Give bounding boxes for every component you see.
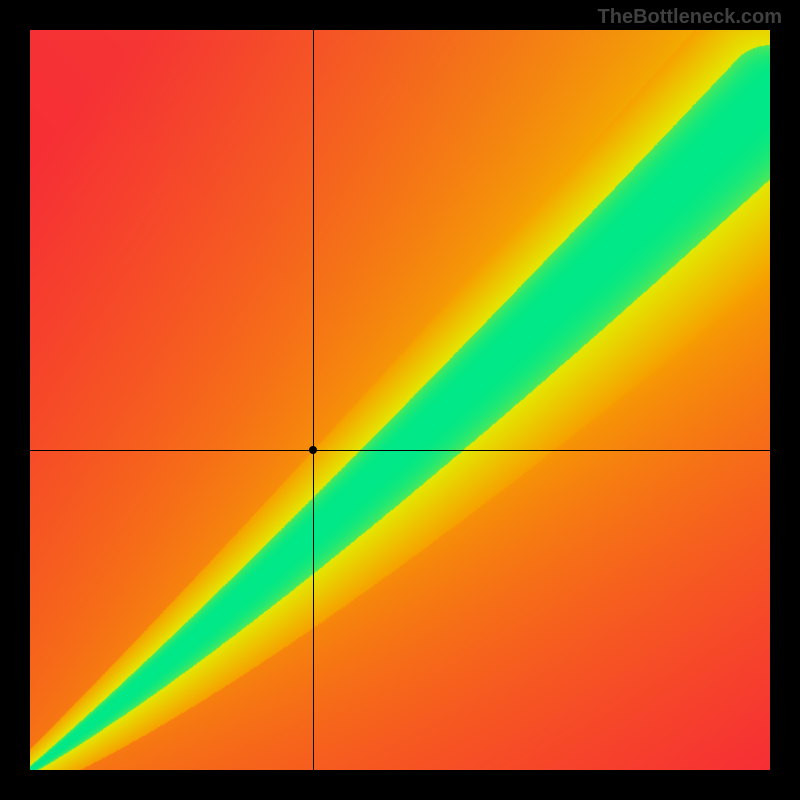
crosshair-vertical [313,30,314,770]
data-point-marker [309,446,317,454]
watermark-text: TheBottleneck.com [598,6,782,29]
heatmap-canvas [30,30,770,770]
heatmap-plot [30,30,770,770]
crosshair-horizontal [30,450,770,451]
